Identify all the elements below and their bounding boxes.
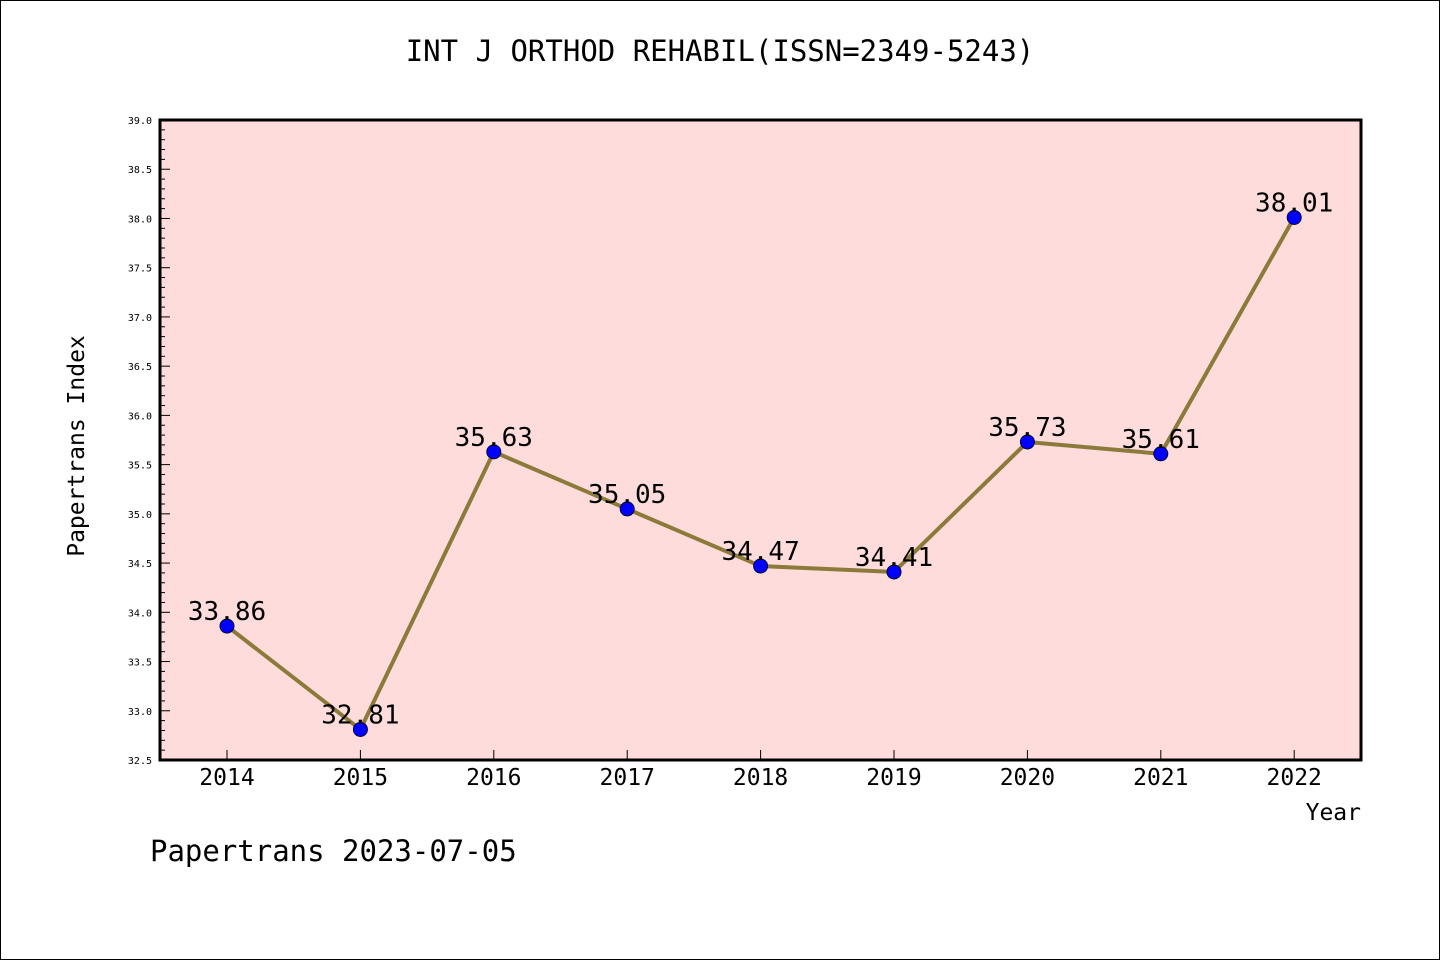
- y-tick-label: 38.0: [128, 214, 152, 225]
- data-point: [619, 501, 635, 517]
- x-axis-label: Year: [1306, 800, 1361, 826]
- x-tick-label: 2014: [199, 765, 254, 791]
- data-point: [486, 444, 502, 460]
- y-tick-label: 36.5: [128, 362, 152, 373]
- data-point: [352, 721, 368, 737]
- y-tick-label: 33.0: [128, 707, 152, 718]
- data-points: [219, 209, 1302, 737]
- axis-ticks: 32.5 33.0 33.5 34.0 34.5 35.0 35.5 36.0 36.5 37.0…: [128, 116, 1322, 791]
- x-tick-label: 2022: [1267, 765, 1322, 791]
- y-tick-label: 38.5: [128, 165, 152, 176]
- x-tick-label: 2018: [733, 765, 788, 791]
- data-label: 34.47: [721, 537, 799, 567]
- data-point: [753, 558, 769, 574]
- data-point: [219, 618, 235, 634]
- data-label: 35.61: [1122, 425, 1200, 455]
- data-point: [886, 564, 902, 580]
- data-label: 33.86: [188, 597, 266, 627]
- y-tick-label: 37.0: [128, 313, 152, 324]
- chart-title: INT J ORTHOD REHABIL(ISSN=2349-5243): [405, 34, 1035, 68]
- data-label: 38.01: [1255, 188, 1333, 218]
- x-tick-label: 2021: [1133, 765, 1188, 791]
- x-tick-label: 2015: [333, 765, 388, 791]
- data-point: [1019, 434, 1035, 450]
- data-label: 35.05: [588, 480, 666, 510]
- y-tick-label: 36.0: [128, 411, 152, 422]
- data-point: [1286, 209, 1302, 225]
- footer-label: Papertrans 2023-07-05: [150, 834, 517, 868]
- y-tick-label: 33.5: [128, 658, 152, 669]
- x-tick-label: 2020: [1000, 765, 1055, 791]
- data-label: 35.63: [455, 423, 533, 453]
- data-label: 32.81: [321, 700, 399, 730]
- y-tick-label: 32.5: [128, 756, 152, 767]
- y-tick-label: 35.0: [128, 510, 152, 521]
- x-tick-label: 2017: [600, 765, 655, 791]
- data-label: 34.41: [855, 543, 933, 573]
- y-tick-label: 34.0: [128, 608, 152, 619]
- y-tick-label: 35.5: [128, 461, 152, 472]
- y-tick-label: 39.0: [128, 116, 152, 127]
- data-labels: 33.86 32.81 35.63 35.05 34.47 34.41 35.73 35.61…: [188, 188, 1333, 730]
- x-tick-label: 2019: [866, 765, 921, 791]
- y-tick-label: 37.5: [128, 264, 152, 275]
- plot-area: [158, 118, 1363, 762]
- x-tick-label: 2016: [466, 765, 521, 791]
- y-axis-label: Papertrans Index: [64, 335, 90, 557]
- data-label: 35.73: [988, 413, 1066, 443]
- y-tick-label: 34.5: [128, 559, 152, 570]
- data-point: [1153, 446, 1169, 462]
